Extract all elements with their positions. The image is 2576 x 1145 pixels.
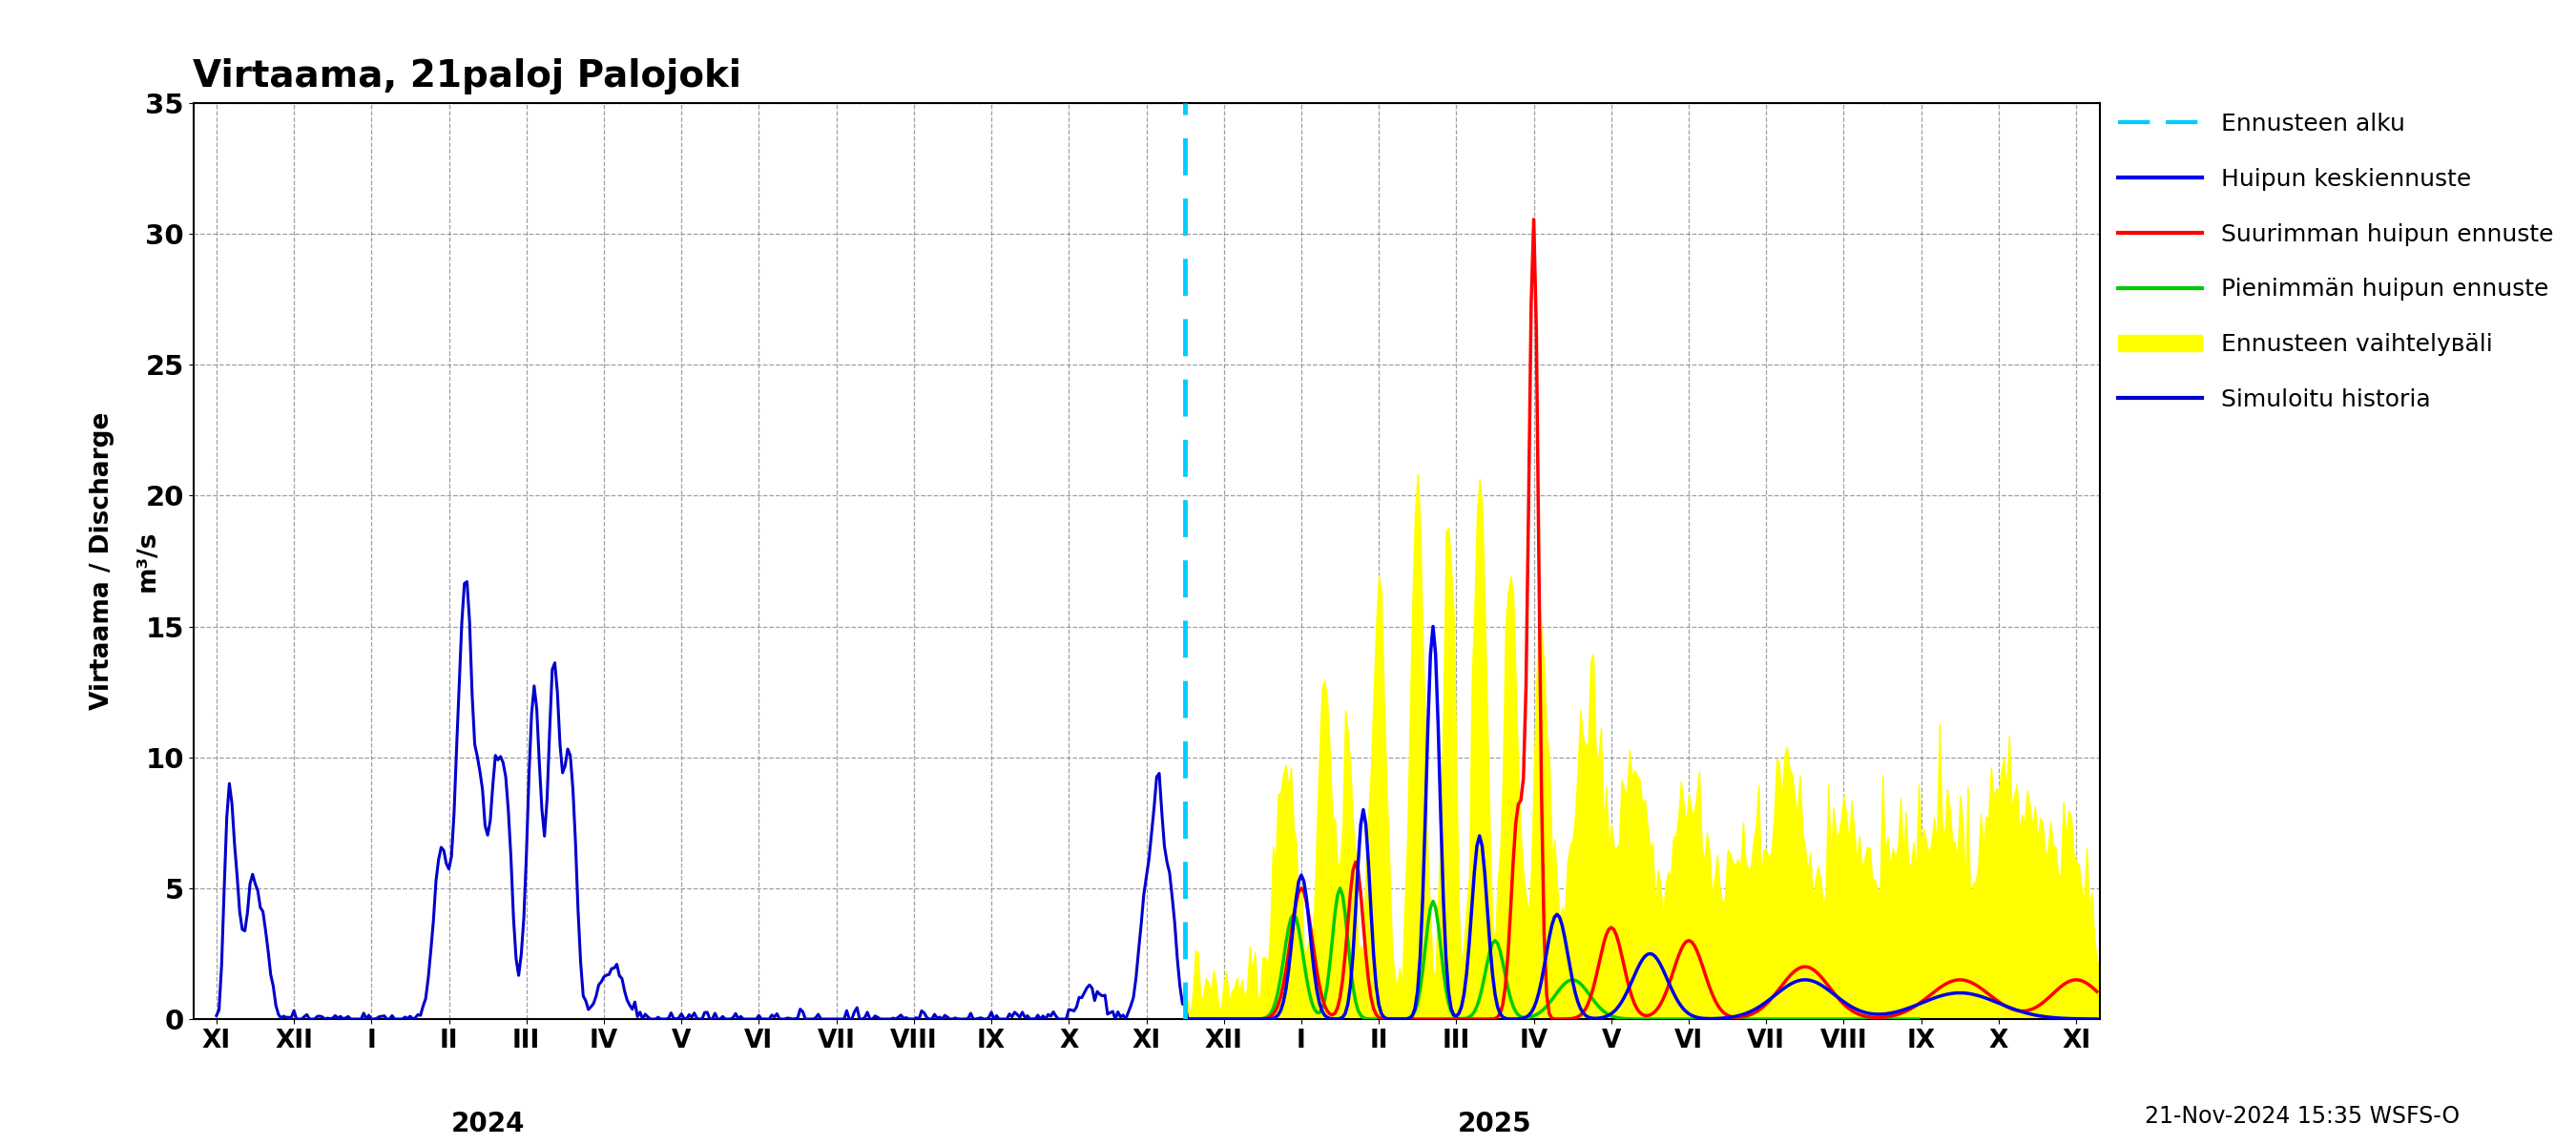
Text: Virtaama, 21paloj Palojoki: Virtaama, 21paloj Palojoki	[193, 58, 742, 95]
Text: 2024: 2024	[451, 1111, 526, 1137]
Text: Virtaama / Discharge: Virtaama / Discharge	[90, 412, 113, 710]
Text: 21-Nov-2024 15:35 WSFS-O: 21-Nov-2024 15:35 WSFS-O	[2146, 1105, 2460, 1128]
Text: m³/s: m³/s	[134, 530, 160, 592]
Text: 2025: 2025	[1458, 1111, 1533, 1137]
Legend: Ennusteen alku, Huipun keskiennuste, Suurimman huipun ennuste, Pienimmän huipun : Ennusteen alku, Huipun keskiennuste, Suu…	[2110, 103, 2563, 420]
